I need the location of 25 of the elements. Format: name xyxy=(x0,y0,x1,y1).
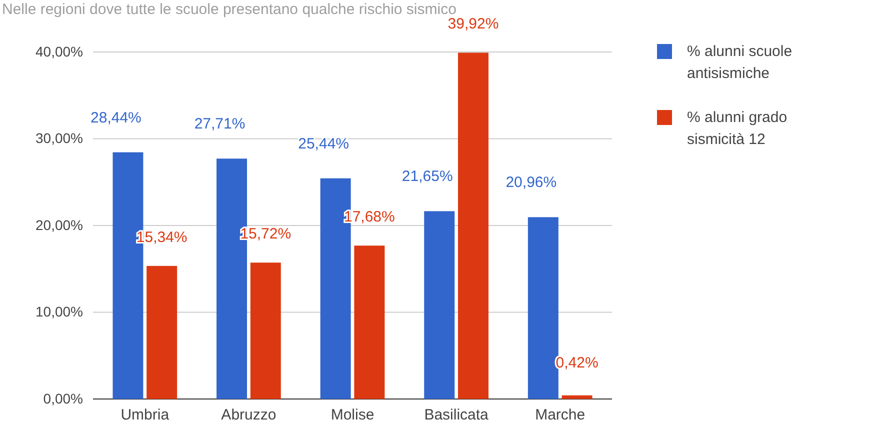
y-tick-label: 0,00% xyxy=(43,390,83,406)
x-tick-label: Molise xyxy=(330,406,374,424)
y-tick-label: 10,00% xyxy=(36,304,83,320)
bar xyxy=(458,52,488,399)
bar xyxy=(146,266,178,399)
data-label: 21,65% xyxy=(402,168,453,186)
x-tick-label: Basilicata xyxy=(424,406,490,424)
y-tick-label: 30,00% xyxy=(36,130,83,146)
data-label: 28,44% xyxy=(90,109,142,126)
x-tick-label: Marche xyxy=(535,406,586,424)
data-label: 39,92% xyxy=(448,16,499,33)
data-label: 27,71% xyxy=(194,116,246,133)
bar xyxy=(424,211,455,399)
legend-label: % alunni scuole antisismiche xyxy=(687,43,792,82)
x-tick-label: Umbria xyxy=(120,406,170,424)
chart-title: Nelle regioni dove tutte le scuole presentano qualche rischio sismico xyxy=(2,1,456,18)
bar xyxy=(250,262,281,399)
bar xyxy=(562,395,592,399)
legend-label: % alunni grado sismicità 12 xyxy=(687,109,788,148)
y-tick-label: 40,00% xyxy=(36,43,83,60)
y-tick-label: 20,00% xyxy=(36,216,83,233)
data-label: 20,96% xyxy=(506,174,557,192)
data-label: 25,44% xyxy=(298,135,349,152)
x-tick-label: Abruzzo xyxy=(221,406,276,424)
bar xyxy=(354,246,385,399)
